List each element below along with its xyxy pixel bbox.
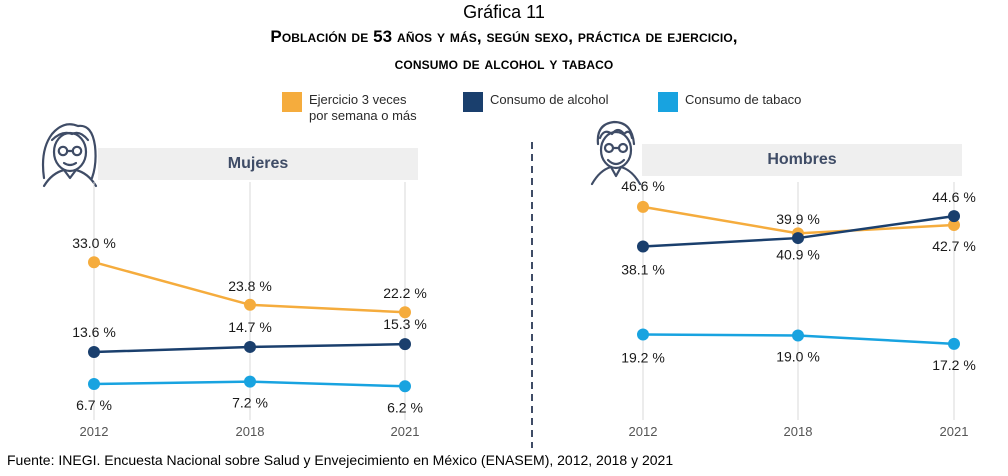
mujeres-label-alcohol-2021: 15.3 % — [383, 316, 427, 332]
legend-swatch-ejercicio — [282, 92, 302, 112]
hombres-point-alcohol-2018 — [792, 232, 804, 245]
hombres-point-ejercicio-2021 — [948, 219, 960, 232]
chart-source: Fuente: INEGI. Encuesta Nacional sobre S… — [7, 452, 674, 468]
hombres-year-label-2021: 2021 — [940, 424, 969, 439]
mujeres-label-ejercicio-2021: 22.2 % — [383, 285, 427, 301]
mujeres-point-ejercicio-2012 — [88, 256, 100, 269]
hombres-label-ejercicio-2021: 42.7 % — [932, 238, 976, 254]
mujeres-year-label-2021: 2021 — [391, 424, 420, 439]
hombres-point-ejercicio-2012 — [637, 200, 649, 213]
legend-swatch-alcohol — [463, 92, 483, 112]
hombres-label-tabaco-2018: 19.0 % — [776, 348, 820, 364]
mujeres-point-ejercicio-2021 — [399, 306, 411, 319]
hombres-label-ejercicio-2018: 40.9 % — [776, 246, 820, 262]
mujeres-point-tabaco-2012 — [88, 377, 100, 390]
panel-header-hombres: Hombres — [642, 144, 962, 176]
hombres-label-alcohol-2018: 39.9 % — [776, 211, 820, 227]
mujeres-label-alcohol-2018: 14.7 % — [228, 319, 272, 335]
mujeres-label-alcohol-2012: 13.6 % — [72, 324, 116, 340]
legend-item-ejercicio: Ejercicio 3 veces por semana o más — [282, 92, 417, 124]
hombres-point-tabaco-2021 — [948, 337, 960, 350]
hombres-label-alcohol-2021: 44.6 % — [932, 189, 976, 205]
hombres-label-tabaco-2021: 17.2 % — [932, 357, 976, 373]
hombres-label-alcohol-2012: 38.1 % — [621, 261, 665, 277]
mujeres-point-alcohol-2012 — [88, 346, 100, 359]
mujeres-point-ejercicio-2018 — [244, 298, 256, 311]
mujeres-point-tabaco-2021 — [399, 380, 411, 393]
hombres-point-tabaco-2012 — [637, 328, 649, 341]
hombres-year-label-2012: 2012 — [629, 424, 658, 439]
hombres-point-alcohol-2021 — [948, 210, 960, 223]
legend-item-alcohol: Consumo de alcohol — [463, 92, 609, 112]
hombres-point-tabaco-2018 — [792, 329, 804, 342]
legend-swatch-tabaco — [658, 92, 678, 112]
hombres-point-alcohol-2012 — [637, 240, 649, 253]
mujeres-label-tabaco-2018: 7.2 % — [232, 395, 268, 411]
mujeres-point-tabaco-2018 — [244, 375, 256, 388]
legend-item-tabaco: Consumo de tabaco — [658, 92, 801, 112]
legend-label-alcohol: Consumo de alcohol — [490, 92, 609, 107]
hombres-label-ejercicio-2012: 46.6 % — [621, 178, 665, 194]
legend-label-ejercicio: Ejercicio 3 veces por semana o más — [309, 92, 417, 123]
chart-subtitle-line1: Población de 53 años y más, según sexo, … — [270, 27, 738, 46]
mujeres-year-label-2012: 2012 — [80, 424, 109, 439]
chart-subtitle-line2: consumo de alcohol y tabaco — [394, 54, 614, 73]
legend-label-tabaco: Consumo de tabaco — [685, 92, 802, 107]
chart-title: Gráfica 11 — [463, 2, 545, 22]
panel-header-mujeres: Mujeres — [98, 148, 418, 180]
mujeres-label-ejercicio-2018: 23.8 % — [228, 278, 272, 294]
mujeres-label-tabaco-2012: 6.7 % — [76, 397, 112, 413]
mujeres-label-tabaco-2021: 6.2 % — [387, 399, 423, 415]
mujeres-label-ejercicio-2012: 33.0 % — [72, 235, 116, 251]
hombres-year-label-2018: 2018 — [784, 424, 813, 439]
mujeres-point-alcohol-2021 — [399, 338, 411, 351]
hombres-label-tabaco-2012: 19.2 % — [621, 350, 665, 366]
mujeres-point-alcohol-2018 — [244, 340, 256, 353]
mujeres-year-label-2018: 2018 — [236, 424, 265, 439]
